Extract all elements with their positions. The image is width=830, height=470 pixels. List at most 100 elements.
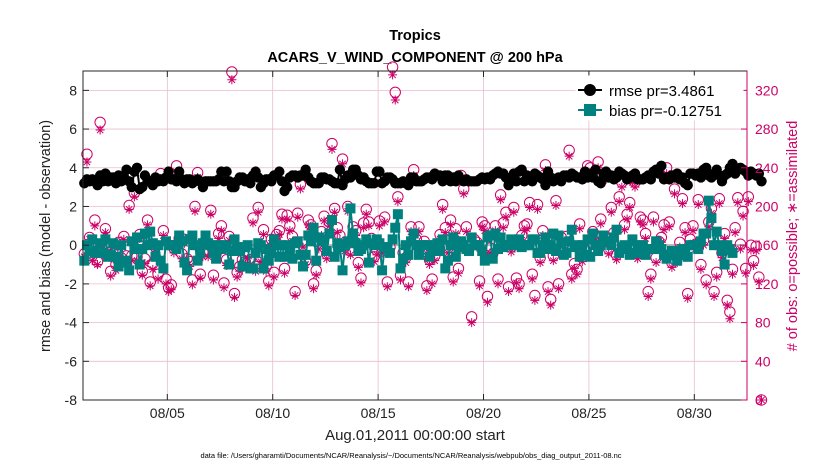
bias-point [229, 234, 240, 245]
bias-point [398, 253, 409, 264]
left-y-tick-label: 6 [69, 121, 77, 137]
obs-assimilated-point [567, 274, 577, 284]
bias-point [200, 230, 211, 241]
obs-assimilated-point [501, 212, 511, 222]
obs-assimilated-point [646, 274, 656, 284]
obs-assimilated-point [475, 281, 485, 291]
rmse-point [221, 166, 232, 177]
bias-point [566, 224, 577, 235]
obs-assimilated-point [453, 268, 463, 278]
left-y-tick-label: -6 [65, 353, 78, 369]
obs-assimilated-point [372, 250, 382, 260]
bias-point [361, 234, 372, 245]
bias-point [622, 244, 633, 255]
rmse-point [511, 176, 522, 187]
bias-point [105, 249, 116, 260]
x-tick-label: 08/05 [150, 405, 185, 421]
rmse-point [121, 164, 132, 175]
obs-assimilated-point [493, 279, 503, 289]
obs-assimilated-point [617, 182, 627, 192]
right-y-tick-label: 240 [755, 160, 779, 176]
bias-point [577, 240, 588, 251]
bias-point [535, 247, 546, 258]
bias-point [226, 245, 237, 256]
obs-assimilated-point [230, 292, 240, 302]
legend-rmse-marker [584, 84, 596, 96]
bias-point [221, 242, 232, 253]
obs-assimilated-point [498, 223, 508, 233]
bias-point [587, 228, 598, 239]
bias-point [606, 240, 617, 251]
obs-assimilated-point [741, 268, 751, 278]
bias-point [695, 236, 706, 247]
obs-assimilated-point [467, 318, 477, 328]
bias-point [437, 234, 448, 245]
bias-point [672, 255, 683, 266]
bias-point [321, 245, 332, 256]
bias-point [308, 222, 319, 233]
bias-point [529, 234, 540, 245]
bias-point [637, 240, 648, 251]
obs-assimilated-point [506, 247, 516, 257]
obs-assimilated-point [543, 287, 553, 297]
bias-point [255, 240, 266, 251]
legend: rmse pr=3.4861 bias pr=-0.12751 [575, 75, 744, 121]
bias-point [630, 247, 641, 258]
bias-point [92, 245, 103, 256]
bias-point [153, 240, 164, 251]
obs-assimilated-point [274, 230, 284, 240]
bias-point [327, 215, 337, 226]
left-y-axis-label: rmse and bias (model - observation) [38, 120, 54, 352]
obs-assimilated-point [396, 275, 406, 285]
bias-point [485, 230, 496, 241]
obs-assimilated-point [424, 260, 434, 270]
plot-area [78, 61, 768, 406]
x-tick-label: 08/30 [677, 405, 712, 421]
bias-point [635, 247, 646, 258]
obs-assimilated-point [422, 286, 432, 296]
x-axis: 08/05 08/10 08/15 08/20 08/25 08/30 [150, 71, 712, 421]
bias-point [274, 251, 285, 262]
bias-point [387, 234, 398, 245]
bias-point [714, 240, 725, 251]
bias-point [403, 249, 414, 260]
left-y-tick-label: 8 [69, 82, 77, 98]
rmse-point [656, 160, 667, 172]
obs-assimilated-point [216, 226, 226, 236]
bias-point [350, 238, 361, 249]
obs-assimilated-point [496, 195, 506, 205]
obs-assimilated-point [214, 233, 224, 243]
obs-assimilated-point [100, 228, 110, 238]
obs-assimilated-point [277, 214, 287, 224]
right-y-tick-label: 200 [755, 198, 779, 214]
obs-assimilated-point [390, 95, 400, 105]
obs-assimilated-point [166, 285, 176, 295]
bias-point [155, 255, 166, 266]
bias-point [682, 251, 693, 262]
bias-point [487, 253, 498, 264]
right-y-axis-label: # of obs: o=possible; ∗=assimilated [785, 121, 801, 352]
obs-assimilated-point [522, 224, 532, 234]
bias-point [493, 244, 503, 255]
obs-assimilated-point [353, 262, 363, 272]
obs-assimilated-point [477, 222, 487, 232]
bias-point [627, 234, 638, 245]
obs-assimilated-point [704, 222, 714, 232]
bias-point [311, 255, 322, 266]
obs-assimilated-point [282, 214, 292, 224]
bias-point [139, 228, 150, 239]
obs-assimilated-point [754, 277, 764, 287]
obs-assimilated-point [514, 284, 524, 294]
rmse-point [374, 166, 385, 177]
obs-assimilated-point [124, 204, 134, 214]
bias-point [287, 253, 298, 264]
obs-assimilated-point [680, 228, 690, 238]
obs-assimilated-point [730, 228, 740, 238]
bias-point [224, 259, 235, 270]
obs-assimilated-point [746, 245, 756, 255]
bias-point [282, 240, 293, 251]
bias-point [292, 236, 303, 247]
obs-assimilated-point [232, 272, 242, 282]
obs-assimilated-point [95, 125, 105, 135]
obs-assimilated-point [388, 70, 398, 80]
